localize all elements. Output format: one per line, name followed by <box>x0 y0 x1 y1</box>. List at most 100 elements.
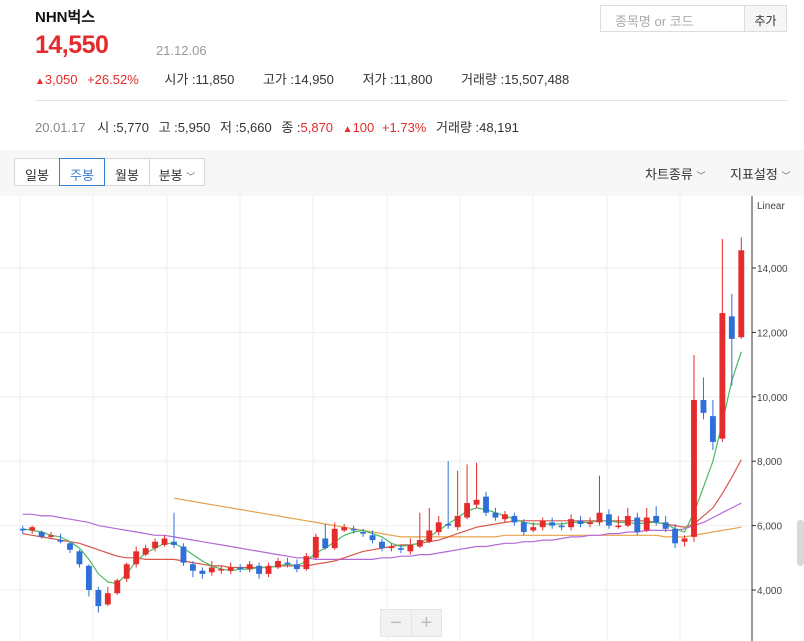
candle <box>549 517 556 529</box>
ma60-line <box>22 502 742 560</box>
candlestick-chart[interactable]: Linear 4,000 6,000 8,000 10,000 12,000 14,000 <box>0 196 804 641</box>
candle <box>596 475 603 526</box>
candle <box>483 491 489 516</box>
candle <box>312 533 319 560</box>
candle-body <box>379 541 385 549</box>
candle-body <box>199 570 206 574</box>
candle <box>511 512 518 526</box>
candle-body <box>114 580 121 594</box>
price-change-pct: +26.52% <box>87 72 139 87</box>
candle <box>464 464 471 520</box>
candle <box>558 522 565 531</box>
candle <box>397 544 404 553</box>
tab-weekly[interactable]: 주봉 <box>59 158 105 186</box>
candle-body <box>67 543 73 550</box>
candle-body <box>738 250 745 338</box>
price-summary: ▲3,050 +26.52% 시가 : 11,850 고가 : 14,950 저… <box>35 69 569 88</box>
y-axis: Linear 4,000 6,000 8,000 10,000 12,000 14,000 <box>751 196 788 641</box>
add-button[interactable]: 추가 <box>745 5 787 32</box>
candle <box>454 470 461 531</box>
candle-body <box>454 515 461 528</box>
candle-body <box>171 541 177 545</box>
chevron-down-icon: ﹀ <box>186 172 196 182</box>
candle-body <box>407 544 414 552</box>
chevron-down-icon: ﹀ <box>696 171 706 181</box>
candle <box>426 507 433 544</box>
candle-body <box>152 541 159 549</box>
candle <box>189 561 196 578</box>
candle-body <box>208 567 215 573</box>
candle <box>568 514 575 531</box>
candle <box>133 546 140 568</box>
candle-body <box>700 400 707 413</box>
candle-body <box>483 496 489 513</box>
chevron-down-icon: ﹀ <box>781 171 791 181</box>
tab-minute[interactable]: 분봉 ﹀ <box>149 158 205 186</box>
tab-monthly[interactable]: 월봉 <box>104 158 150 186</box>
candle <box>152 538 159 552</box>
high-price: 고가 : 14,950 <box>262 72 334 87</box>
candle-body <box>180 546 187 563</box>
indicator-settings-dropdown[interactable]: 지표설정 ﹀ <box>730 167 791 182</box>
candle <box>29 525 36 534</box>
chart-type-dropdown[interactable]: 차트종류 ﹀ <box>645 167 706 182</box>
candle-body <box>48 535 55 537</box>
candle <box>369 530 376 544</box>
candle <box>341 523 348 533</box>
candle-body <box>587 522 593 524</box>
candle <box>85 564 92 597</box>
candle-body <box>520 522 527 533</box>
candle-body <box>719 313 726 439</box>
candle <box>256 562 263 579</box>
zoom-out-button[interactable]: − <box>390 612 402 634</box>
current-price: 14,550 <box>35 31 109 59</box>
candle <box>435 515 442 536</box>
candle-body <box>369 535 376 541</box>
candle <box>520 519 527 536</box>
candle <box>416 512 423 549</box>
candle <box>57 533 64 544</box>
candle-body <box>256 565 263 574</box>
low-price: 저가 : 11,800 <box>362 72 433 87</box>
open-price: 시가 : 11,850 <box>164 72 235 87</box>
detail-close: 종 : 5,870 <box>281 120 334 135</box>
candle <box>180 543 187 566</box>
candle <box>719 239 726 442</box>
ma120-line <box>173 497 742 538</box>
candle <box>643 507 650 533</box>
y-tick-label: 14,000 <box>757 264 788 275</box>
candle-body <box>426 530 433 542</box>
candle <box>360 528 367 537</box>
candle <box>246 561 253 573</box>
candle <box>587 517 593 528</box>
candle <box>691 354 697 542</box>
candle-body <box>662 522 669 529</box>
search-input[interactable]: 종목명 or 코드 <box>600 5 745 32</box>
candle-body <box>416 540 423 547</box>
candle <box>237 564 244 573</box>
candle-body <box>104 593 111 605</box>
candle-body <box>539 520 546 528</box>
candle <box>218 565 225 574</box>
detail-volume: 거래량 : 48,191 <box>435 120 519 135</box>
candle <box>19 525 26 534</box>
moving-averages <box>22 351 742 585</box>
candle-body <box>237 567 244 570</box>
candle <box>208 561 215 576</box>
tab-daily[interactable]: 일봉 <box>14 158 60 186</box>
zoom-in-button[interactable]: + <box>411 610 441 636</box>
candle-body <box>388 546 395 549</box>
up-triangle-icon: ▲ <box>35 76 45 87</box>
candle <box>577 515 584 528</box>
scroll-handle[interactable] <box>797 520 804 566</box>
period-tabs: 일봉 주봉 월봉 분봉 ﹀ <box>14 158 205 186</box>
candle-body <box>76 551 83 565</box>
candle-body <box>672 528 679 544</box>
y-tick-label: 12,000 <box>757 328 788 339</box>
candle-body <box>596 512 603 523</box>
candle <box>104 586 111 607</box>
candle <box>293 559 300 573</box>
chart-area[interactable]: Linear 4,000 6,000 8,000 10,000 12,000 14,000 <box>0 196 804 641</box>
candle-body <box>360 532 367 534</box>
candle-body <box>19 528 26 531</box>
